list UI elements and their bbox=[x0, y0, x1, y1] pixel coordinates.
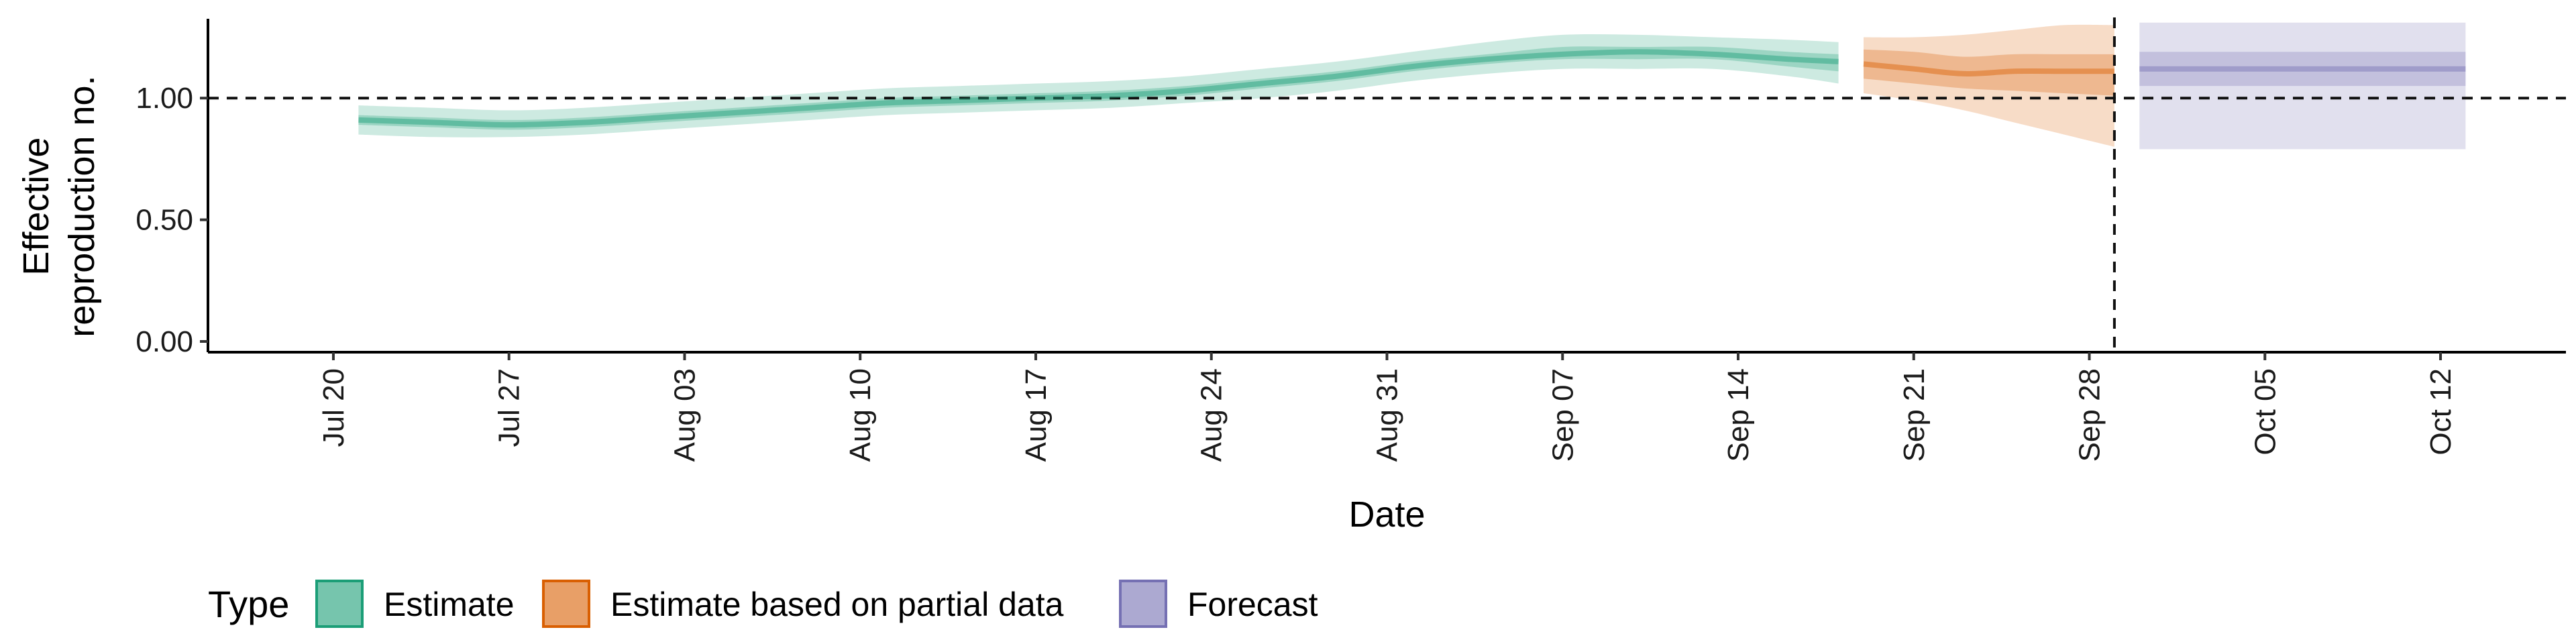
legend-label-estimate-based-on-partial-data: Estimate based on partial data bbox=[610, 586, 1064, 623]
band-outer-forecast bbox=[2139, 22, 2466, 150]
x-tick-label: Aug 31 bbox=[1371, 368, 1404, 462]
axes-layer: 0.00 0.50 1.00 Jul 20 Jul 27 Aug 03 Aug 10 Aug … bbox=[16, 19, 2566, 535]
legend-key-estimate-based-on-partial-data bbox=[542, 580, 590, 628]
x-tick-label: Aug 17 bbox=[1020, 368, 1053, 462]
x-tick-label: Aug 10 bbox=[844, 368, 877, 462]
band-inner-forecast bbox=[2139, 52, 2466, 87]
legend-key-estimate bbox=[315, 580, 364, 628]
x-tick-label: Oct 05 bbox=[2249, 368, 2282, 455]
band-inner-estimate bbox=[358, 46, 1839, 130]
x-tick-label: Sep 21 bbox=[1898, 368, 1931, 462]
x-tick-label: Aug 03 bbox=[668, 368, 701, 462]
band-outer-estimate-based-on-partial-data bbox=[1864, 24, 2114, 147]
band-outer-estimate bbox=[358, 34, 1839, 138]
legend-label-forecast: Forecast bbox=[1187, 586, 1318, 623]
y-tick-label: 0.50 bbox=[136, 204, 193, 237]
y-axis-title: Effective bbox=[16, 138, 56, 276]
x-tick-label: Sep 28 bbox=[2074, 368, 2106, 462]
bands-layer bbox=[358, 22, 2466, 150]
y-tick-label: 0.00 bbox=[136, 325, 193, 358]
x-tick-label: Sep 07 bbox=[1546, 368, 1579, 462]
y-tick-label: 1.00 bbox=[136, 82, 193, 115]
legend: Type Estimate Estimate based on partial da… bbox=[208, 580, 1318, 628]
x-tick-label: Jul 20 bbox=[317, 368, 350, 447]
lines-layer bbox=[208, 17, 2566, 352]
band-inner-estimate-based-on-partial-data bbox=[1864, 49, 2114, 96]
x-tick-label: Sep 14 bbox=[1722, 368, 1755, 462]
x-tick-label: Oct 12 bbox=[2424, 368, 2457, 455]
legend-title: Type bbox=[208, 583, 289, 625]
median-line-estimate bbox=[358, 49, 1839, 128]
legend-label-estimate: Estimate bbox=[384, 586, 515, 623]
legend-key-forecast bbox=[1119, 580, 1167, 628]
x-tick-label: Aug 24 bbox=[1195, 368, 1228, 462]
median-line-estimate-based-on-partial-data bbox=[1863, 61, 2114, 76]
y-axis-title: reproduction no. bbox=[62, 75, 102, 337]
x-tick-label: Jul 27 bbox=[493, 368, 526, 447]
x-axis-title: Date bbox=[1348, 494, 1425, 535]
